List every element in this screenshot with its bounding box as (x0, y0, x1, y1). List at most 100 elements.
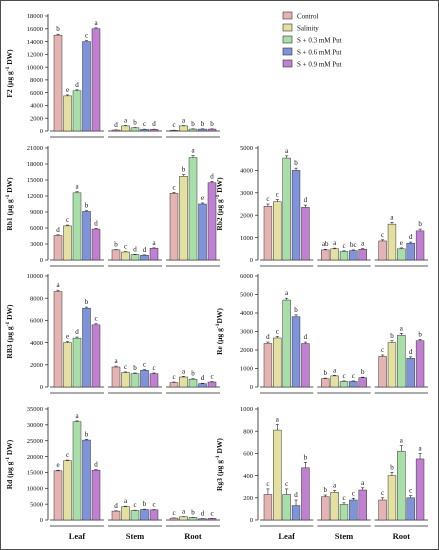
bar-leaf-1 (263, 343, 273, 388)
bar-stem-5 (358, 248, 367, 261)
significance-letter: a (333, 366, 337, 374)
significance-letter: a (390, 213, 394, 221)
bar-root-2 (387, 475, 397, 521)
y-axis-label-tail: DW) (5, 177, 14, 195)
y-tick-label: 0 (40, 128, 43, 135)
bar-root-4 (198, 518, 207, 521)
y-axis-label-superscript: -1 (215, 455, 221, 460)
significance-letter: d (409, 233, 413, 241)
significance-letter: c (172, 509, 175, 517)
significance-letter: b (210, 120, 214, 128)
bar-root-4 (406, 358, 415, 388)
significance-letter: c (172, 183, 175, 191)
significance-letter: c (124, 243, 127, 251)
significance-letter: bc (350, 241, 357, 249)
legend-label-1: Control (297, 13, 318, 21)
bar-leaf-5 (91, 469, 101, 521)
y-tick-label: 30000 (27, 422, 43, 429)
significance-letter: d (294, 491, 298, 499)
bar-root-1 (169, 517, 179, 521)
panel-rd: 0 5000 10000 15000 20000 25000 30000 35000 Rd (µ… (5, 406, 220, 541)
y-tick-label: 10000 (27, 485, 43, 492)
bar-stem-1 (111, 129, 121, 132)
significance-letter: b (390, 463, 394, 471)
bar-root-3 (397, 334, 406, 388)
bar-stem-5 (149, 129, 159, 132)
significance-letter: b (304, 453, 308, 461)
y-axis-label-superscript: -1 (5, 321, 11, 326)
significance-letter: e (400, 239, 403, 247)
bar-root-3 (397, 248, 406, 261)
significance-letter: ab (322, 240, 329, 248)
legend-swatch-4 (282, 47, 293, 56)
significance-letter: c (266, 480, 269, 488)
bar-leaf-4 (82, 307, 91, 388)
significance-letter: b (191, 370, 195, 378)
y-axis-label-name: F2 (5, 89, 14, 98)
y-tick-label: 15000 (27, 470, 43, 477)
y-axis-label-tail: DW) (215, 177, 224, 195)
y-tick-label: 1000 (240, 235, 253, 242)
y-tick-label: 1000 (240, 366, 253, 373)
bar-stem-3 (339, 251, 349, 261)
y-axis-label: Rg3 (µg g-1 DW) (215, 438, 224, 491)
significance-letter: c (124, 363, 127, 371)
bar-stem-5 (149, 373, 159, 388)
bar-root-2 (179, 125, 188, 132)
bar-stem-1 (321, 249, 330, 261)
bar-root-2 (387, 342, 397, 388)
y-axis-label-unit: (µg g (215, 328, 224, 346)
bar-leaf-2 (63, 342, 72, 388)
significance-letter: b (324, 369, 328, 377)
x-category-label-root: Root (184, 531, 202, 541)
y-axis-label: F2 (µg g-1 DW) (5, 49, 14, 98)
bar-leaf-2 (63, 460, 72, 521)
legend-label-2: Salinity (297, 25, 319, 33)
bar-root-1 (378, 499, 387, 521)
significance-letter: c (381, 231, 384, 239)
y-tick-label: 25000 (27, 438, 43, 445)
significance-letter: e (66, 86, 69, 94)
y-tick-label: 5000 (30, 501, 43, 508)
significance-letter: d (304, 196, 308, 204)
bar-leaf-1 (53, 470, 63, 521)
bar-root-3 (188, 128, 198, 132)
y-tick-label: 0 (40, 384, 43, 391)
bar-leaf-3 (282, 157, 291, 261)
significance-letter: a (191, 146, 195, 154)
bar-stem-3 (130, 254, 140, 261)
significance-letter: b (143, 500, 147, 508)
bar-stem-1 (111, 510, 121, 521)
y-axis-label-name: Re (215, 346, 224, 355)
y-axis-label: RB3 (µg g-1 DW) (5, 304, 14, 359)
y-tick-label: 400 (243, 473, 253, 480)
bar-stem-1 (111, 249, 121, 261)
bar-root-4 (406, 242, 415, 261)
bar-stem-4 (140, 370, 149, 388)
significance-letter: a (276, 416, 280, 424)
bar-leaf-5 (91, 228, 101, 261)
x-category-label-leaf: Leaf (278, 531, 295, 541)
y-tick-label: 4000 (240, 168, 253, 175)
significance-letter: b (361, 368, 365, 376)
chart-legend: Control Salinity S + 0.3 mM Put S + 0.6 mM … (282, 11, 342, 69)
y-tick-label: 600 (243, 451, 253, 458)
significance-letter: e (56, 461, 59, 469)
legend-label-4: S + 0.6 mM Put (297, 49, 342, 57)
significance-letter: a (400, 437, 404, 445)
y-tick-label: 8000 (30, 295, 43, 302)
bar-leaf-2 (63, 95, 72, 132)
significance-letter: a (361, 240, 365, 248)
significance-letter: b (294, 159, 298, 167)
legend-label-5: S + 0.9 mM Put (297, 61, 342, 69)
legend-swatch-3 (282, 35, 293, 44)
y-tick-label: 2000 (240, 212, 253, 219)
significance-letter: c (352, 489, 355, 497)
significance-letter: c (66, 216, 69, 224)
bar-stem-2 (121, 251, 130, 261)
significance-letter: d (152, 120, 156, 128)
bar-leaf-3 (72, 337, 82, 388)
significance-letter: c (152, 501, 155, 509)
